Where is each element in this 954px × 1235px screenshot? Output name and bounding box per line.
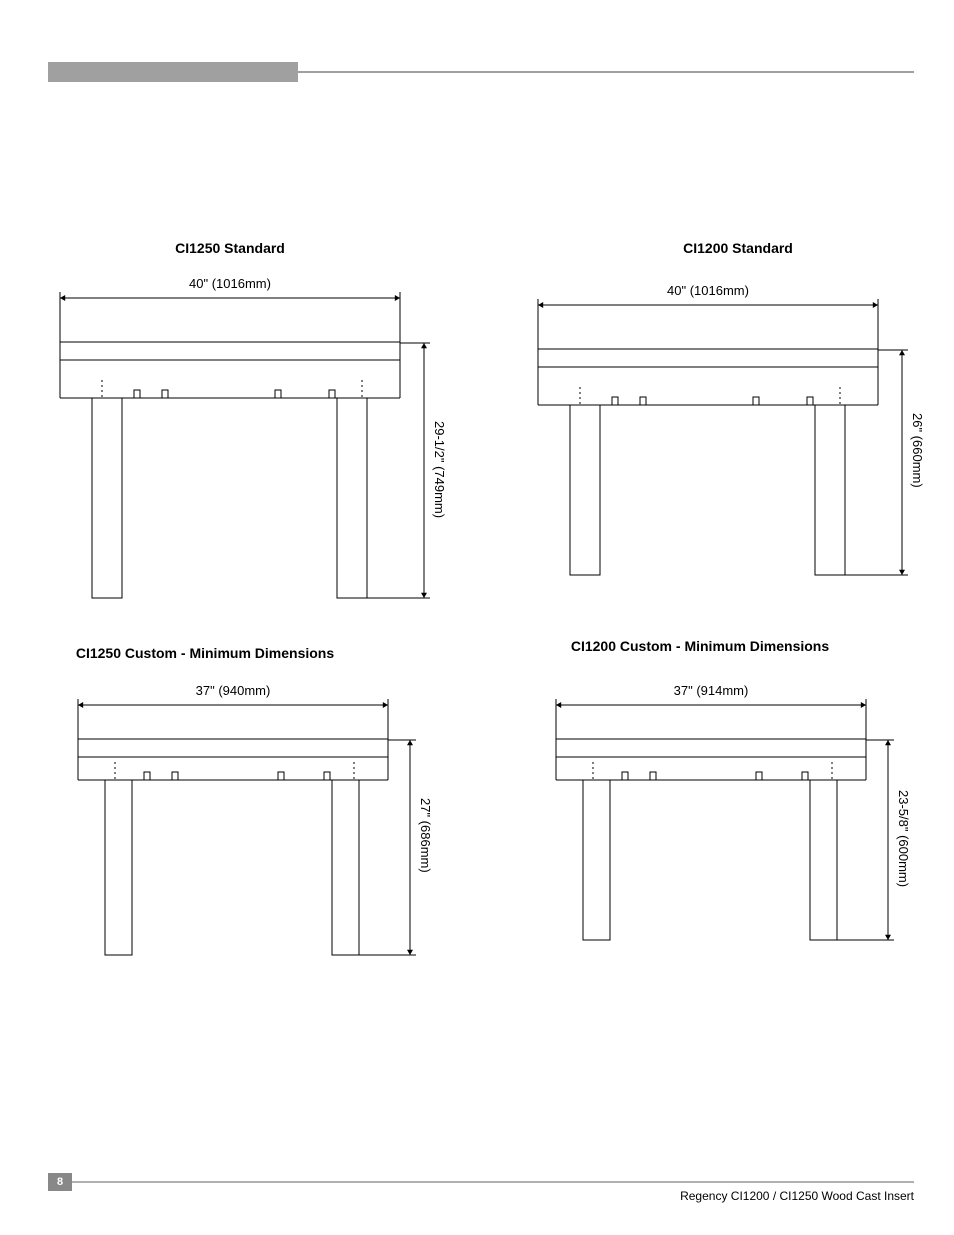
header-rule: [298, 71, 914, 73]
diagram-title-ci1200_custom: CI1200 Custom - Minimum Dimensions: [550, 638, 850, 654]
diagram-ci1250_std: [52, 268, 452, 608]
footer-text: Regency CI1200 / CI1250 Wood Cast Insert: [680, 1189, 914, 1203]
diagram-ci1200_custom: [548, 680, 918, 960]
height-label-ci1250_std: 29-1/2" (749mm): [432, 421, 447, 518]
height-label-ci1200_custom: 23-5/8" (600mm): [896, 790, 911, 887]
width-label-ci1200_std: 40" (1016mm): [648, 283, 768, 298]
page-number: 8: [48, 1173, 72, 1191]
height-label-ci1250_custom: 27" (686mm): [418, 798, 433, 873]
diagram-title-ci1250_custom: CI1250 Custom - Minimum Dimensions: [55, 645, 355, 661]
width-label-ci1250_custom: 37" (940mm): [173, 683, 293, 698]
width-label-ci1200_custom: 37" (914mm): [651, 683, 771, 698]
footer-rule: [48, 1181, 914, 1183]
diagram-ci1250_custom: [70, 680, 440, 970]
diagram-ci1200_std: [530, 275, 930, 590]
header-tab: [48, 62, 298, 82]
height-label-ci1200_std: 26" (660mm): [910, 413, 925, 488]
width-label-ci1250_std: 40" (1016mm): [170, 276, 290, 291]
diagram-title-ci1200_std: CI1200 Standard: [588, 240, 888, 256]
diagram-title-ci1250_std: CI1250 Standard: [80, 240, 380, 256]
